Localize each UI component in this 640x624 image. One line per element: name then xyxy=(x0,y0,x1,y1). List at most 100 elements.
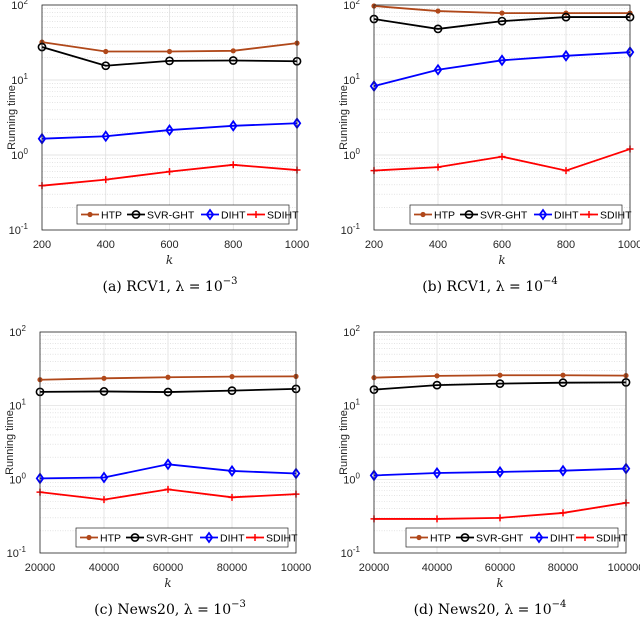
legend-box xyxy=(405,527,619,548)
series-line xyxy=(41,122,298,140)
y-tick-base: 10 xyxy=(343,327,355,339)
data-point-marker xyxy=(433,63,443,76)
x-tick-label: 1000 xyxy=(618,239,640,251)
legend-label: HTP xyxy=(434,210,455,222)
axes-box xyxy=(373,331,627,554)
axes-box xyxy=(373,4,631,231)
x-tick-label: 400 xyxy=(429,239,447,251)
data-point-marker xyxy=(251,534,259,541)
data-point-marker xyxy=(495,379,505,389)
data-point-marker xyxy=(166,168,173,176)
subplot-caption: (c) News20, λ = 10−3 xyxy=(94,599,246,618)
y-tick-exponent: -1 xyxy=(19,545,27,554)
data-point-marker xyxy=(165,56,174,66)
data-point-marker xyxy=(561,49,571,62)
legend-label: SVR-GHT xyxy=(146,533,194,545)
data-point-marker xyxy=(101,375,107,381)
x-tick-label: 800 xyxy=(224,239,242,251)
legend-item-htp: HTP xyxy=(414,210,455,222)
data-point-marker xyxy=(498,153,506,161)
series-line xyxy=(373,381,627,391)
y-tick-label: 101 xyxy=(11,72,28,87)
series-line xyxy=(373,467,627,477)
series-line xyxy=(373,51,631,87)
data-point-marker xyxy=(581,534,589,541)
y-tick-exponent: 1 xyxy=(22,398,27,407)
legend-label: SVR-GHT xyxy=(480,210,528,222)
data-point-marker xyxy=(230,48,236,54)
data-point-marker xyxy=(534,531,544,544)
x-tick-label: 600 xyxy=(160,239,178,251)
data-point-marker xyxy=(227,464,237,477)
y-tick-base: 10 xyxy=(9,401,21,413)
caption-base: 10 xyxy=(213,602,231,618)
legend-item-diht: DIHT xyxy=(534,208,579,222)
legend-item-sdiht: SDIHT xyxy=(580,210,632,222)
x-axis-label: k xyxy=(498,253,505,267)
x-tick-label: 200 xyxy=(33,239,51,251)
y-tick-base: 10 xyxy=(343,75,355,87)
x-tick-label: 40000 xyxy=(89,562,120,574)
y-tick-base: 10 xyxy=(341,225,353,237)
caption-exponent: −3 xyxy=(231,599,246,610)
x-tick-label: 10000 xyxy=(281,562,312,574)
data-point-marker xyxy=(538,208,548,221)
y-tick-exponent: -1 xyxy=(353,545,361,554)
y-tick-base: 10 xyxy=(9,327,21,339)
y-axis-label: Running time xyxy=(338,85,350,150)
data-point-marker xyxy=(165,374,171,380)
y-tick-label: 100 xyxy=(343,147,360,162)
data-point-marker xyxy=(101,61,111,71)
legend-item-htp: HTP xyxy=(80,533,121,545)
y-tick-exponent: 2 xyxy=(22,324,27,333)
y-tick-label: 101 xyxy=(343,398,360,413)
data-point-marker xyxy=(434,163,442,171)
data-point-marker xyxy=(102,176,110,184)
y-tick-exponent: -1 xyxy=(21,222,29,231)
y-axis-label: Running time xyxy=(338,410,350,475)
data-point-marker xyxy=(433,24,443,34)
series-line xyxy=(41,46,298,67)
legend-box xyxy=(76,204,290,225)
data-point-marker xyxy=(103,48,109,55)
series-line xyxy=(373,16,630,30)
data-point-marker xyxy=(560,372,566,378)
data-point-marker xyxy=(252,211,260,218)
y-tick-label: 10-1 xyxy=(341,545,361,560)
data-point-marker xyxy=(131,210,141,219)
y-tick-exponent: 1 xyxy=(356,398,361,407)
data-point-marker xyxy=(205,208,215,221)
x-tick-label: 1000 xyxy=(285,239,309,251)
y-tick-exponent: 1 xyxy=(356,72,361,81)
y-tick-label: 100 xyxy=(343,471,360,486)
x-tick-label: 200 xyxy=(365,239,383,251)
legend-item-sdiht: SDIHT xyxy=(576,533,628,545)
x-tick-label: 600 xyxy=(493,239,511,251)
data-point-marker xyxy=(432,466,442,480)
legend-label: DIHT xyxy=(550,533,575,545)
legend-label: HTP xyxy=(430,533,451,545)
data-point-marker xyxy=(229,374,235,380)
legend-item-diht: DIHT xyxy=(201,208,246,222)
x-tick-label: 40000 xyxy=(422,562,453,574)
legend-label: SVR-GHT xyxy=(147,210,195,222)
y-tick-exponent: 2 xyxy=(356,0,361,6)
caption-base: 10 xyxy=(525,279,543,295)
x-tick-label: 800 xyxy=(557,239,575,251)
y-tick-exponent: 1 xyxy=(24,72,29,81)
legend-box xyxy=(75,527,289,548)
legend-item-svr-ght: SVR-GHT xyxy=(460,210,528,222)
legend-item-diht: DIHT xyxy=(200,531,245,545)
data-point-marker xyxy=(164,485,172,493)
y-tick-base: 10 xyxy=(343,474,355,486)
data-point-marker xyxy=(163,458,173,471)
legend-item-svr-ght: SVR-GHT xyxy=(456,533,524,545)
y-tick-label: 102 xyxy=(9,324,26,339)
data-point-marker xyxy=(228,119,238,132)
legend-box xyxy=(409,204,623,225)
y-tick-label: 100 xyxy=(11,147,28,162)
y-tick-label: 101 xyxy=(343,72,360,87)
legend-label: HTP xyxy=(101,210,122,222)
legend: HTP SVR-GHT DIHT SDIHT xyxy=(76,204,299,225)
